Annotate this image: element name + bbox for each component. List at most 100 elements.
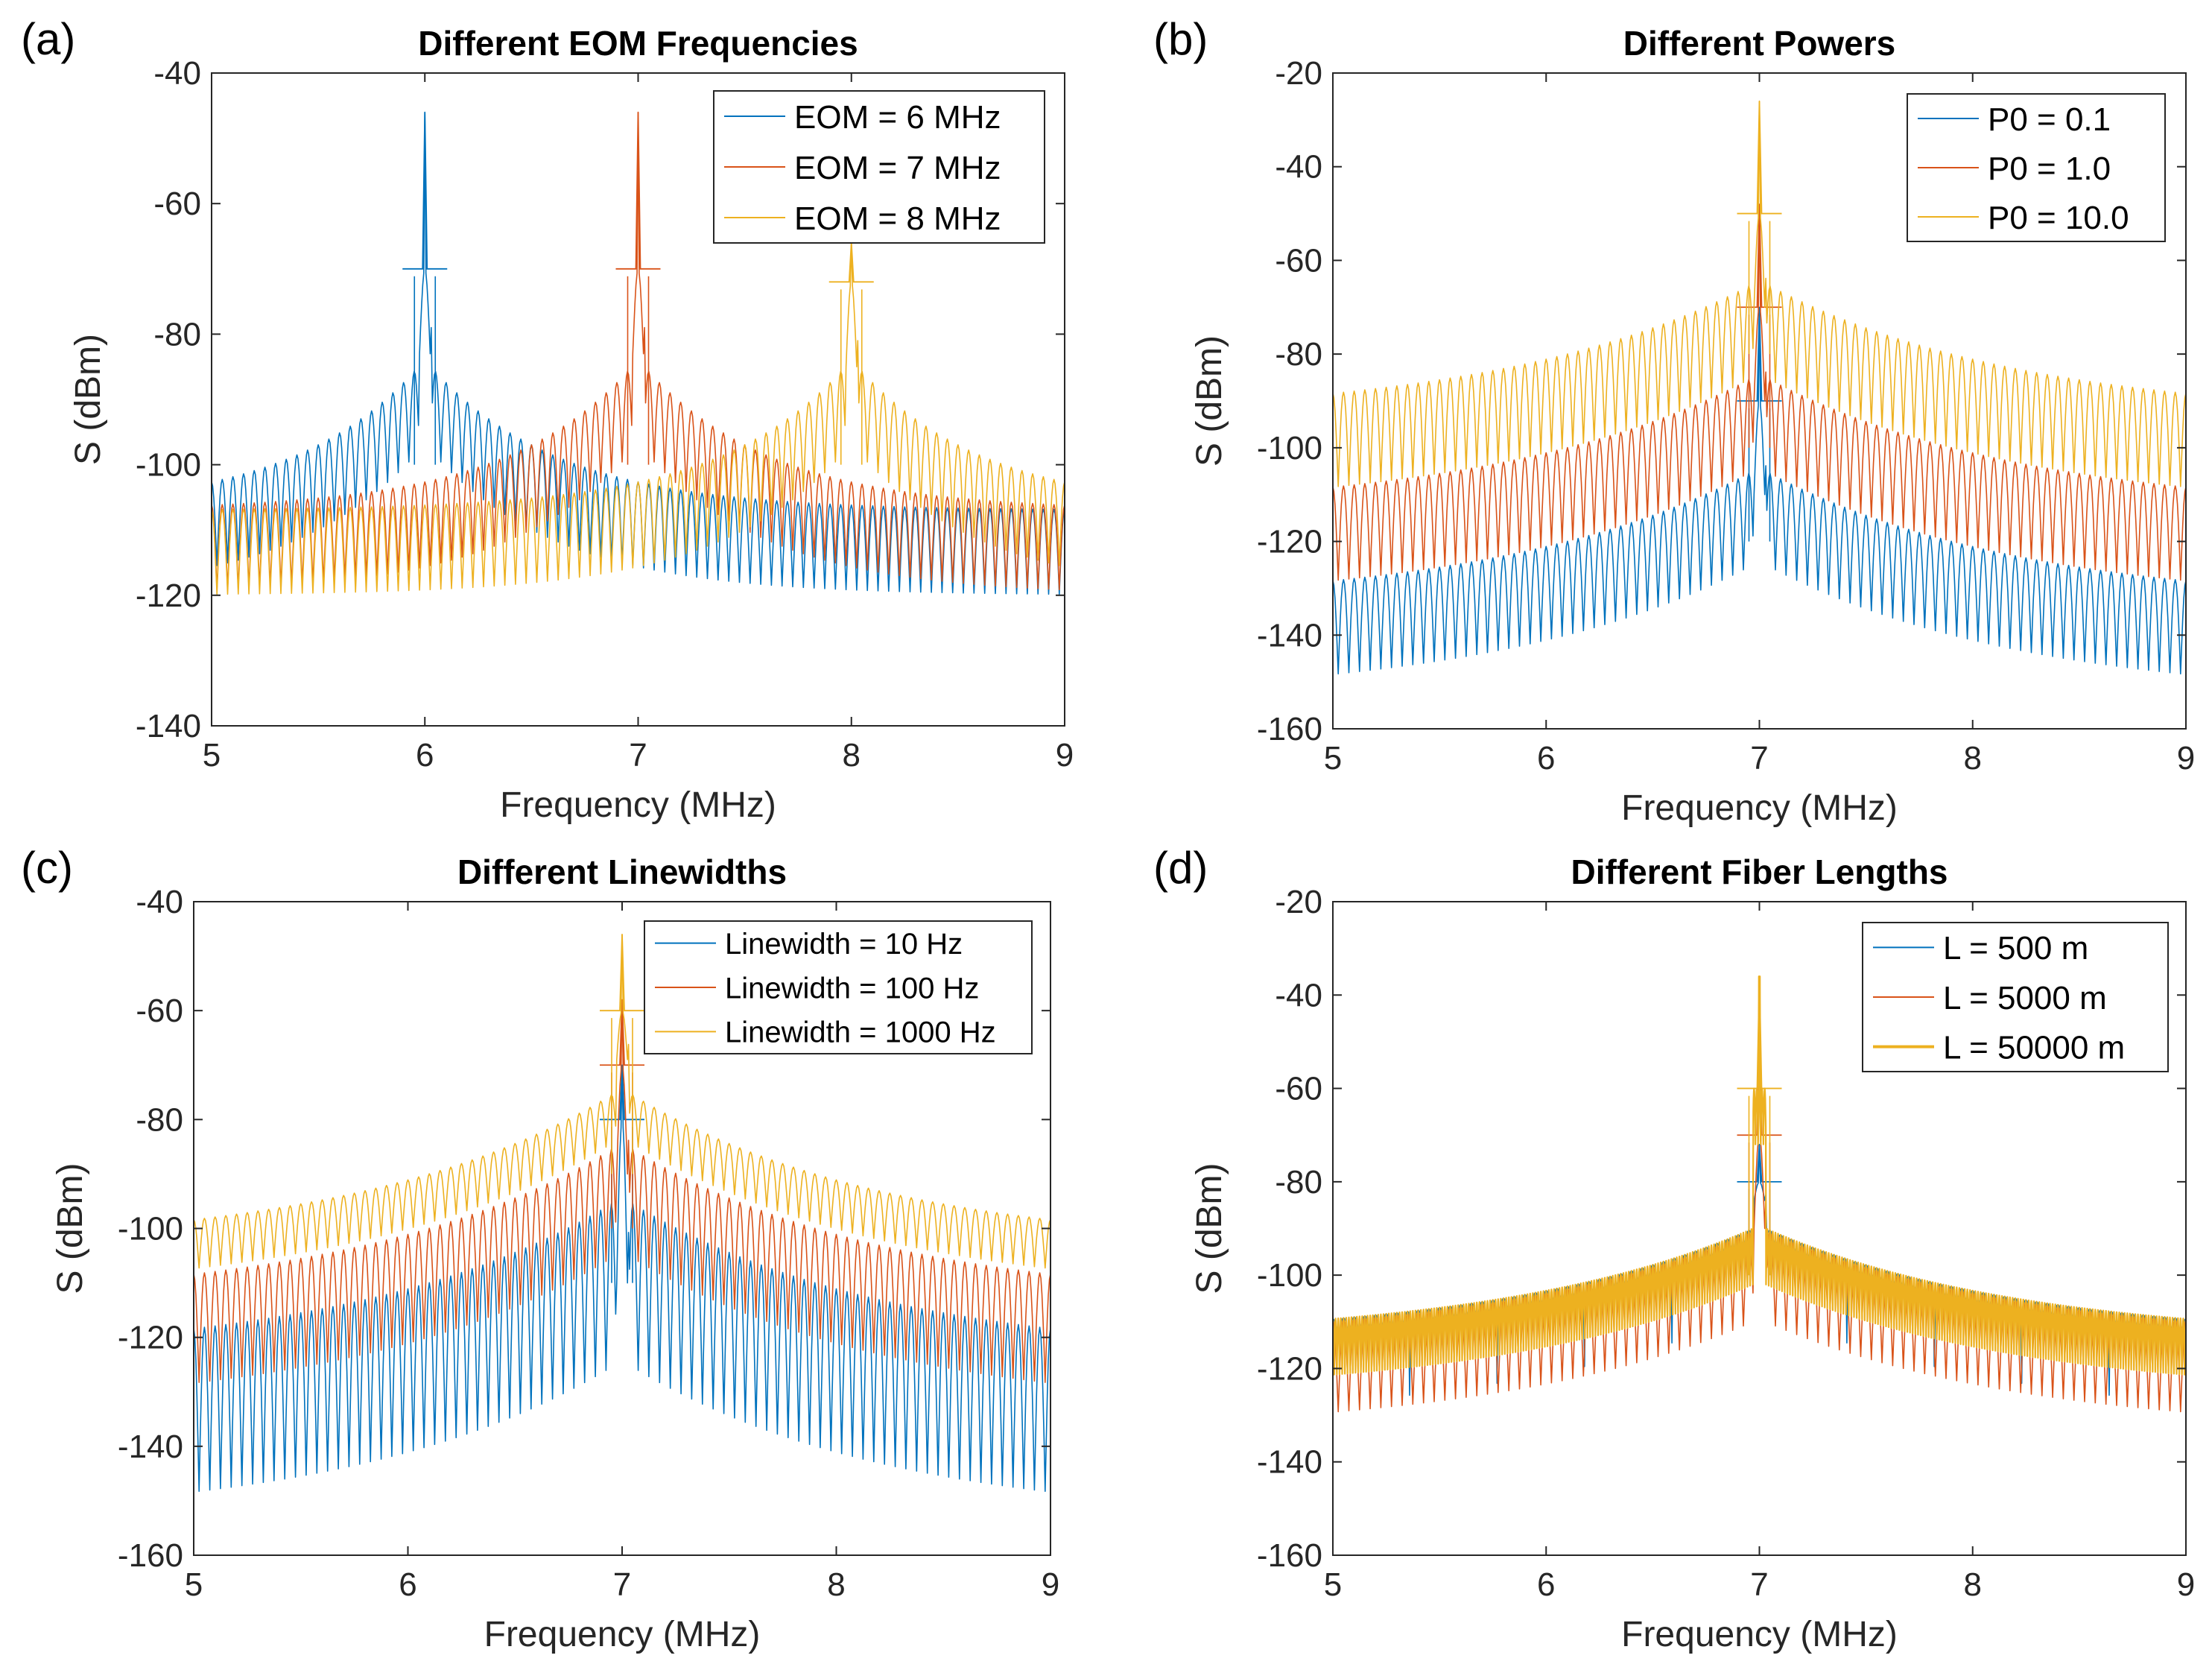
- y-tick-label: -120: [136, 578, 201, 614]
- x-tick-label: 8: [843, 737, 861, 774]
- x-tick-label: 7: [1750, 740, 1768, 776]
- x-tick-label: 7: [613, 1566, 631, 1603]
- x-tick-label: 6: [416, 737, 434, 774]
- legend-label-2: Linewidth = 1000 Hz: [725, 1016, 996, 1049]
- x-axis-label: Frequency (MHz): [500, 785, 776, 825]
- y-tick-label: -60: [1275, 242, 1322, 279]
- y-tick-label: -80: [1275, 336, 1322, 373]
- series-group: [194, 934, 1050, 1492]
- x-tick-label: 5: [1324, 740, 1342, 776]
- x-tick-label: 8: [1964, 740, 1982, 776]
- series-peak-1: [615, 112, 661, 270]
- y-tick-label: -80: [1275, 1164, 1322, 1201]
- y-tick-label: -160: [118, 1537, 183, 1574]
- y-tick-label: -60: [136, 993, 183, 1029]
- series-line-2: [1333, 975, 2186, 1376]
- series-peak-1: [1737, 203, 1782, 309]
- legend-label-1: Linewidth = 100 Hz: [725, 972, 979, 1005]
- y-tick-label: -60: [1275, 1071, 1322, 1107]
- y-tick-label: -140: [136, 708, 201, 744]
- y-tick-label: -60: [153, 186, 201, 222]
- series-peak-0: [1737, 1144, 1782, 1183]
- legend-label-1: L = 5000 m: [1943, 980, 2107, 1016]
- x-axis-label: Frequency (MHz): [1621, 1615, 1898, 1654]
- x-axis-label: Frequency (MHz): [484, 1615, 761, 1654]
- y-tick-label: -100: [1257, 430, 1322, 466]
- legend-label-2: P0 = 10.0: [1988, 200, 2129, 236]
- chart-title: Different Linewidths: [457, 853, 787, 891]
- x-tick-label: 8: [1964, 1566, 1982, 1603]
- legend: L = 500 m L = 5000 m L = 50000 m: [1862, 922, 2169, 1072]
- panel-label-b: (b): [1153, 14, 1208, 64]
- x-tick-label: 5: [203, 737, 221, 774]
- legend: Linewidth = 10 Hz Linewidth = 100 Hz Linew…: [644, 920, 1033, 1054]
- series-peak-0: [402, 112, 448, 270]
- y-tick-label: -160: [1257, 1537, 1322, 1574]
- series-peak-1: [600, 999, 644, 1066]
- x-axis-label: Frequency (MHz): [1621, 788, 1898, 828]
- legend-label-0: P0 = 0.1: [1988, 101, 2111, 138]
- y-axis-label: S (dBm): [51, 1163, 90, 1294]
- y-tick-label: -120: [1257, 524, 1322, 560]
- series-line-2: [212, 242, 1065, 595]
- y-tick-label: -100: [118, 1211, 183, 1247]
- x-tick-label: 5: [185, 1566, 203, 1603]
- y-tick-label: -40: [136, 884, 183, 920]
- y-tick-label: -40: [153, 55, 201, 92]
- chart-3: 5 6 7 8 9 -160 -140 -120 -100 -80 -60 -40 -20 Differe…: [1190, 853, 2195, 1654]
- legend: P0 = 0.1 P0 = 1.0 P0 = 10.0: [1907, 93, 2166, 242]
- y-tick-label: -100: [136, 447, 201, 484]
- chart-title: Different EOM Frequencies: [418, 24, 858, 63]
- chart-1: 5 6 7 8 9 -160 -140 -120 -100 -80 -60 -40 -20 Differe…: [1190, 24, 2195, 828]
- x-tick-label: 6: [1537, 1566, 1555, 1603]
- y-tick-label: -20: [1275, 55, 1322, 92]
- y-tick-label: -80: [153, 316, 201, 352]
- y-tick-label: -140: [1257, 1444, 1322, 1481]
- chart-title: Different Powers: [1623, 24, 1896, 63]
- legend-label-0: L = 500 m: [1943, 930, 2088, 967]
- chart-title: Different Fiber Lengths: [1571, 853, 1948, 891]
- legend-label-0: EOM = 6 MHz: [794, 99, 1001, 136]
- x-tick-label: 9: [1042, 1566, 1059, 1603]
- y-tick-label: -40: [1275, 977, 1322, 1013]
- x-tick-label: 9: [2177, 1566, 2195, 1603]
- panel-label-d: (d): [1153, 843, 1208, 893]
- series-group: [1333, 975, 2186, 1413]
- series-peak-2: [1737, 101, 1782, 215]
- series-peak-2: [600, 934, 644, 1012]
- y-axis-label: S (dBm): [1190, 1163, 1229, 1294]
- y-tick-label: -80: [136, 1101, 183, 1138]
- legend-label-2: L = 50000 m: [1943, 1030, 2125, 1066]
- y-tick-label: -120: [1257, 1350, 1322, 1387]
- chart-0: 5 6 7 8 9 -140 -120 -100 -80 -60 -40 Different EOM …: [69, 24, 1074, 825]
- legend-label-1: P0 = 1.0: [1988, 151, 2111, 187]
- x-tick-label: 5: [1324, 1566, 1342, 1603]
- series-line-2: [194, 934, 1050, 1269]
- series-peak-0: [600, 1065, 644, 1121]
- y-tick-label: -20: [1275, 884, 1322, 920]
- panel-label-c: (c): [21, 843, 73, 893]
- panel-label-a: (a): [21, 14, 76, 64]
- y-tick-label: -40: [1275, 149, 1322, 186]
- y-axis-label: S (dBm): [69, 334, 108, 465]
- x-tick-label: 6: [399, 1566, 416, 1603]
- legend-label-1: EOM = 7 MHz: [794, 150, 1001, 186]
- legend: EOM = 6 MHz EOM = 7 MHz EOM = 8 MHz: [713, 90, 1045, 244]
- y-tick-label: -140: [1257, 617, 1322, 654]
- y-tick-label: -160: [1257, 711, 1322, 747]
- x-tick-label: 9: [2177, 740, 2195, 776]
- legend-label-0: Linewidth = 10 Hz: [725, 928, 963, 961]
- chart-2: 5 6 7 8 9 -160 -140 -120 -100 -80 -60 -40 Different …: [51, 853, 1059, 1654]
- y-tick-label: -140: [118, 1429, 183, 1465]
- x-tick-label: 9: [1056, 737, 1074, 774]
- legend-label-2: EOM = 8 MHz: [794, 200, 1001, 237]
- x-tick-label: 7: [1750, 1566, 1768, 1603]
- x-tick-label: 6: [1537, 740, 1555, 776]
- x-tick-label: 8: [827, 1566, 845, 1603]
- y-tick-label: -120: [118, 1320, 183, 1356]
- series-peak-2: [1737, 976, 1782, 1089]
- y-axis-label: S (dBm): [1190, 335, 1229, 466]
- y-tick-label: -100: [1257, 1257, 1322, 1294]
- series-peak-0: [1737, 307, 1782, 402]
